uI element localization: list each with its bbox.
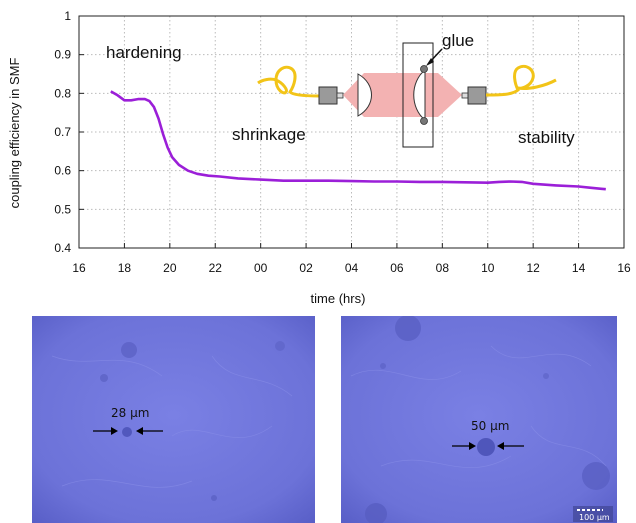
dust-particle (395, 316, 421, 341)
x-tick-label: 04 (345, 261, 359, 275)
glue-dot (122, 427, 132, 437)
x-tick-label: 16 (617, 261, 631, 275)
dust-particle (275, 341, 285, 351)
y-axis-title: coupling efficiency in SMF (7, 58, 22, 209)
x-tick-label: 12 (526, 261, 540, 275)
x-tick-label: 00 (254, 261, 268, 275)
y-tick-label: 1 (64, 9, 71, 23)
arrow-left-head (469, 442, 476, 450)
micro-texture (51, 355, 293, 488)
dust-particle (380, 363, 386, 369)
glue-dot (477, 438, 495, 456)
size-label: 28 μm (111, 406, 149, 420)
output-connector (467, 86, 487, 105)
micro-image-right: 50 μm 100 μm (341, 316, 617, 523)
x-tick-label: 20 (163, 261, 177, 275)
x-axis-title: time (hrs) (311, 291, 366, 306)
dust-particle (100, 374, 108, 382)
micro-image-left: 28 μm (32, 316, 315, 523)
collimating-lens (357, 73, 372, 117)
x-tick-label: 08 (436, 261, 450, 275)
dust-particle (543, 373, 549, 379)
annotation-stability: stability (518, 128, 575, 147)
arrow-right-head (497, 442, 504, 450)
dust-particle (211, 495, 217, 501)
y-tick-label: 0.6 (54, 164, 71, 178)
arrow-right-head (136, 427, 143, 435)
x-tick-label: 18 (118, 261, 132, 275)
setup-schematic: glue (257, 31, 557, 148)
input-ferrule (336, 92, 344, 99)
glue-arrow-head (426, 58, 434, 66)
dust-particle (582, 462, 610, 490)
annotation-hardening: hardening (106, 43, 182, 62)
y-tick-label: 0.5 (54, 202, 71, 216)
coupling-efficiency-chart: 16 18 20 22 00 02 04 06 08 10 12 14 160.40.50.60.70.… (7, 9, 631, 306)
glue-dot-top (420, 65, 428, 73)
y-tick-label: 0.7 (54, 125, 71, 139)
glue-frame (402, 42, 434, 148)
series-line (110, 90, 606, 191)
y-tick-label: 0.9 (54, 48, 71, 62)
x-tick-label: 16 (72, 261, 86, 275)
output-ferrule (461, 92, 469, 99)
annotation-glue: glue (442, 31, 474, 50)
x-tick-label: 14 (572, 261, 586, 275)
x-tick-label: 22 (209, 261, 223, 275)
size-label: 50 μm (471, 419, 509, 433)
micro-background (32, 316, 315, 523)
x-tick-label: 02 (299, 261, 313, 275)
glue-dot-bottom (420, 117, 428, 125)
micro-background (341, 316, 617, 523)
y-tick-label: 0.4 (54, 241, 71, 255)
output-fiber (485, 64, 557, 97)
y-tick-label: 0.8 (54, 86, 71, 100)
input-connector (318, 86, 338, 105)
x-tick-label: 06 (390, 261, 404, 275)
micro-texture (350, 345, 607, 468)
axis-ticks: 16 18 20 22 00 02 04 06 08 10 12 14 160.40.50.60.70.… (54, 9, 631, 275)
dust-particle (121, 342, 137, 358)
x-tick-label: 10 (481, 261, 495, 275)
arrow-left-head (111, 427, 118, 435)
input-fiber (257, 65, 321, 98)
annotation-shrinkage: shrinkage (232, 125, 306, 144)
dust-particle (365, 503, 387, 523)
scalebar-label: 100 μm (579, 513, 610, 522)
